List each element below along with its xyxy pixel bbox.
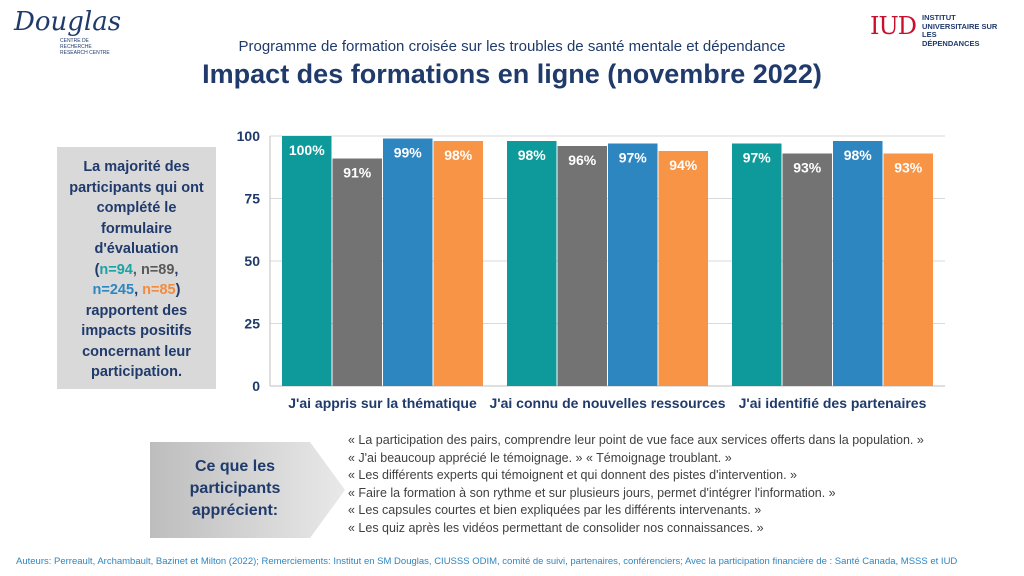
arrow-shape (150, 442, 345, 538)
info-open-paren: ( (94, 261, 100, 278)
iud-logo-line1: INSTITUT (922, 13, 956, 22)
y-tick-label: 25 (244, 316, 260, 332)
bar-data-label: 98% (444, 147, 473, 163)
bar (383, 138, 433, 386)
bar (557, 146, 607, 386)
iud-logo-line2: UNIVERSITAIRE SUR LES (922, 21, 998, 39)
info-close-paren: ) (175, 282, 181, 298)
bar (782, 153, 832, 386)
info-sep-2: , (174, 261, 179, 278)
n-blue: n=245 (92, 282, 135, 298)
douglas-logo-line2: RESEARCH CENTRE (60, 50, 110, 56)
x-tick-label: J'ai identifié des partenaires (739, 395, 927, 411)
douglas-logo-subtext: CENTRE DE RECHERCHE RESEARCH CENTRE (60, 38, 120, 56)
y-tick-label: 50 (244, 253, 260, 269)
quote-item: « J'ai beaucoup apprécié le témoignage. … (348, 450, 732, 465)
bar-data-label: 99% (394, 145, 423, 161)
iud-logo-text: INSTITUT UNIVERSITAIRE SUR LES DÉPENDANC… (922, 13, 1010, 48)
n-gray: n=89 (140, 261, 175, 278)
bar (433, 141, 483, 386)
bar (732, 143, 782, 386)
x-tick-label: J'ai appris sur la thématique (288, 395, 477, 411)
quotes-list: « La participation des pairs, comprendre… (348, 432, 1018, 538)
page-title: Impact des formations en ligne (novembre… (202, 59, 822, 89)
info-box: La majorité des participants qui ont com… (57, 147, 216, 389)
bar (608, 143, 658, 386)
quote-item: « Les quiz après les vidéos permettant d… (348, 520, 764, 535)
n-teal: n=94 (99, 261, 133, 278)
bar-data-label: 91% (343, 165, 372, 181)
bar-data-label: 94% (669, 157, 698, 173)
bar-data-label: 93% (894, 160, 923, 176)
douglas-logo-wordmark: Douglas (14, 7, 122, 37)
douglas-logo-line1: CENTRE DE RECHERCHE (60, 38, 92, 50)
footer-credits: Auteurs: Perreault, Archambault, Bazinet… (16, 556, 958, 567)
bar-data-label: 93% (793, 160, 822, 176)
quote-item: « La participation des pairs, comprendre… (348, 433, 924, 447)
bar (332, 158, 382, 386)
bar-data-label: 98% (844, 147, 873, 163)
bar-data-label: 97% (619, 150, 648, 166)
bar (282, 136, 332, 386)
y-tick-label: 75 (244, 191, 260, 207)
page-subtitle: Programme de formation croisée sur les t… (238, 38, 786, 55)
quote-item: « Les différents experts qui témoignent … (348, 468, 797, 483)
iud-logo-mark: IUD (870, 12, 917, 40)
appreciate-arrow: Ce que les participants apprécient: (150, 442, 345, 538)
bar-data-label: 100% (289, 142, 325, 158)
iud-logo-line3: DÉPENDANCES (922, 38, 980, 48)
bar-data-label: 96% (568, 152, 597, 168)
info-sep-1: , (132, 261, 141, 278)
bar (658, 151, 708, 386)
info-text: La majorité des participants qui ont com… (57, 147, 216, 393)
y-tick-label: 100 (237, 128, 261, 144)
info-text-intro: La majorité des participants qui ont com… (69, 159, 204, 257)
n-orange: n=85 (142, 282, 176, 298)
douglas-logo: Douglas CENTRE DE RECHERCHE RESEARCH CEN… (14, 7, 134, 56)
bar (883, 153, 933, 386)
quote-item: « Les capsules courtes et bien expliquée… (348, 503, 762, 518)
iud-logo: IUD INSTITUT UNIVERSITAIRE SUR LES DÉPEN… (870, 12, 1010, 47)
info-sep-3: , (134, 282, 143, 298)
bar-data-label: 98% (518, 147, 547, 163)
bar-chart: 0 25 50 75 100 J'ai appris sur la thématique 1… (237, 128, 945, 411)
x-tick-label: J'ai connu de nouvelles ressources (490, 395, 726, 411)
bar (833, 141, 883, 386)
appreciate-label: Ce que les participants apprécient: (189, 458, 281, 519)
bar-data-label: 97% (743, 150, 772, 166)
info-text-outro: rapportent des impacts positifs concerna… (81, 302, 192, 381)
quote-item: « Faire la formation à son rythme et sur… (348, 485, 836, 500)
y-tick-label: 0 (252, 378, 260, 394)
bar (507, 141, 557, 386)
